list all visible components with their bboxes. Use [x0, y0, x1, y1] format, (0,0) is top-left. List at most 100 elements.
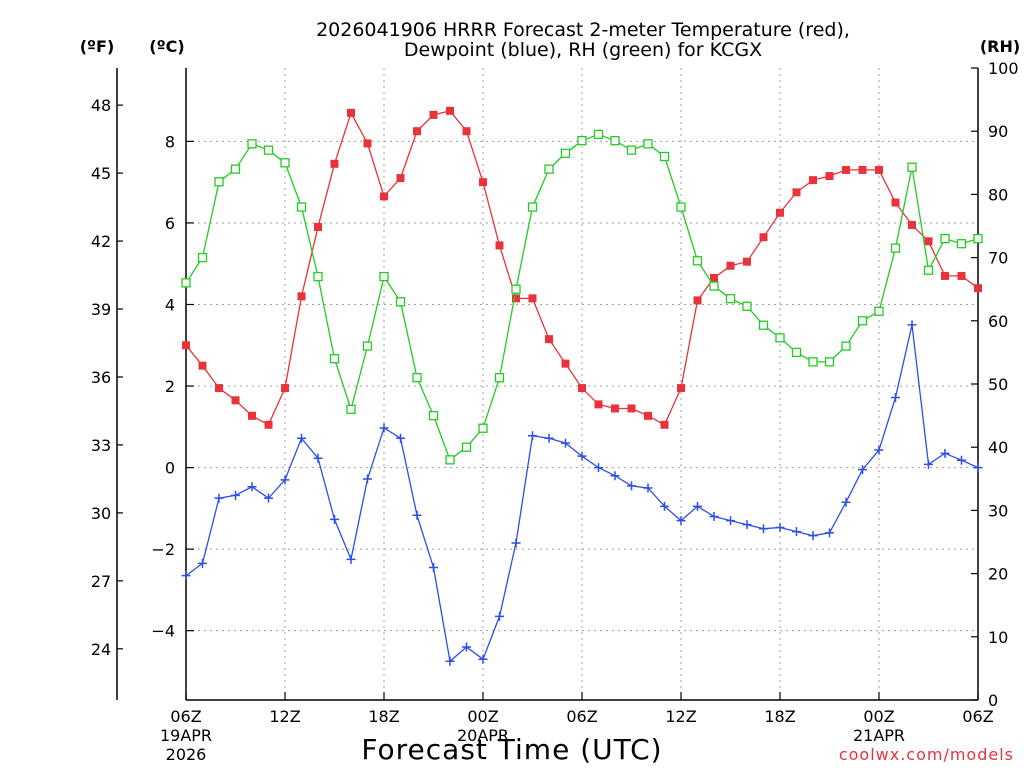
dewpoint-point — [792, 527, 801, 537]
rh-point — [775, 333, 785, 343]
date-label: 21APR — [853, 726, 905, 745]
rh-point — [346, 404, 356, 414]
dewpoint-point — [462, 642, 471, 652]
temperature-point — [545, 335, 553, 344]
temperature-point — [363, 139, 372, 148]
rh-point — [907, 162, 917, 172]
rh-point — [824, 357, 835, 367]
fahrenheit-tick-label: 45 — [91, 164, 111, 183]
temperature-point — [875, 165, 883, 174]
chart-title-line-1: 2026041906 HRRR Forecast 2-meter Tempera… — [316, 19, 850, 41]
rh-point — [742, 301, 752, 311]
rh-point — [890, 243, 901, 253]
temperature-point — [594, 400, 603, 409]
rh-point — [412, 373, 422, 383]
dewpoint-point — [264, 493, 273, 503]
dewpoint-point — [297, 433, 306, 443]
dewpoint-point — [379, 423, 389, 433]
rh-tick-label: 90 — [988, 122, 1008, 141]
dewpoint-point — [643, 483, 653, 493]
rh-tick-label: 10 — [988, 628, 1008, 647]
temperature-point — [446, 106, 454, 115]
dewpoint-point — [198, 558, 207, 568]
celsius-tick-label: −2 — [151, 540, 175, 559]
temperature-point — [908, 220, 916, 229]
dewpoint-point — [874, 445, 884, 455]
celsius-tick-label: 8 — [165, 132, 175, 151]
dewpoint-point — [330, 514, 339, 524]
temperature-point — [792, 188, 801, 197]
rh-point — [643, 139, 653, 149]
temperature-point — [264, 420, 273, 429]
dewpoint-point — [280, 475, 290, 485]
temperature-point — [611, 404, 619, 413]
rh-tick-label: 70 — [988, 249, 1008, 268]
temperature-point — [314, 223, 322, 232]
dewpoint-point — [396, 433, 405, 443]
dewpoint-point — [231, 490, 240, 500]
temperature-point — [809, 176, 817, 185]
x-axis-label: Forecast Time (UTC) — [361, 733, 662, 766]
date-label: 19APR — [160, 726, 212, 745]
temperature-point — [479, 178, 487, 187]
rh-point — [973, 233, 983, 244]
dewpoint-point — [759, 524, 768, 534]
rh-point — [709, 281, 719, 291]
fahrenheit-axis-unit: (ºF) — [80, 37, 115, 56]
dewpoint-point — [412, 510, 422, 520]
temperature-point — [858, 165, 867, 174]
temperature-point — [842, 165, 850, 174]
rh-point — [758, 320, 769, 330]
temperature-point — [924, 237, 933, 246]
temperature-series — [182, 106, 982, 429]
rh-tick-label: 80 — [988, 185, 1008, 204]
temperature-point — [297, 292, 306, 301]
rh-series — [181, 129, 983, 465]
rh-point — [808, 357, 818, 367]
time-tick-label: 18Z — [764, 707, 795, 726]
fahrenheit-tick-label: 27 — [91, 572, 111, 591]
dewpoint-point — [528, 431, 537, 441]
rh-tick-label: 20 — [988, 565, 1008, 584]
dewpoint-point — [693, 501, 702, 511]
temperature-point — [429, 110, 438, 119]
chart-title-line-2: Dewpoint (blue), RH (green) for KCGX — [404, 39, 762, 61]
fahrenheit-tick-label: 24 — [91, 640, 111, 659]
temperature-point — [330, 159, 339, 168]
celsius-tick-label: 0 — [165, 459, 175, 478]
rh-point — [610, 136, 620, 146]
date-label: 20APR — [457, 726, 509, 745]
rh-point — [544, 164, 554, 174]
dewpoint-point — [775, 523, 785, 533]
rh-point — [247, 139, 257, 149]
time-tick-label: 00Z — [467, 707, 498, 726]
temperature-point — [776, 208, 784, 217]
fahrenheit-tick-label: 39 — [91, 300, 111, 319]
rh-point — [263, 145, 274, 155]
time-tick-label: 12Z — [269, 707, 300, 726]
dewpoint-point — [445, 656, 455, 666]
time-tick-label: 06Z — [962, 707, 993, 726]
rh-point — [461, 442, 472, 452]
temperature-point — [248, 411, 256, 420]
dewpoint-point — [660, 501, 669, 511]
temperature-point — [413, 127, 421, 136]
temperature-point — [710, 273, 718, 282]
rh-point — [428, 410, 439, 421]
rh-point — [560, 148, 571, 158]
rh-tick-label: 50 — [988, 375, 1008, 394]
rh-point — [791, 347, 802, 358]
rh-tick-label: 60 — [988, 312, 1008, 331]
rh-point — [313, 271, 323, 282]
year-label: 2026 — [166, 745, 207, 764]
temperature-point — [215, 384, 223, 393]
dewpoint-point — [181, 571, 191, 581]
rh-point — [659, 151, 670, 162]
time-tick-label: 00Z — [863, 707, 894, 726]
temperature-point — [660, 420, 669, 429]
rh-axis-unit: (RH) — [980, 37, 1020, 56]
celsius-tick-label: 2 — [165, 377, 175, 396]
rh-point — [725, 294, 736, 304]
rh-point — [296, 202, 307, 212]
